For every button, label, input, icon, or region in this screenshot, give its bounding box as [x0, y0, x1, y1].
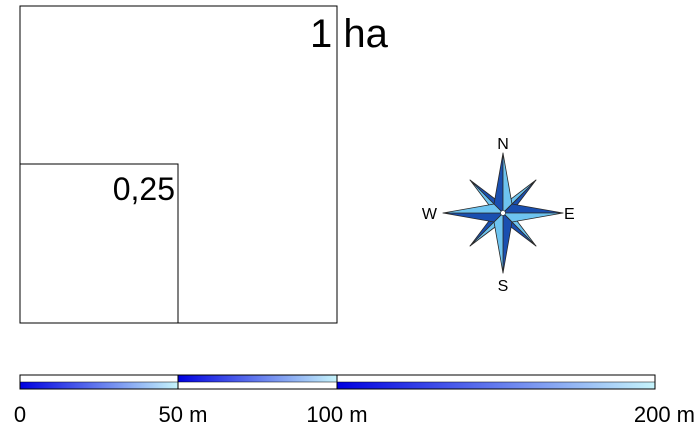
scalebar-segment-100-200-top: [337, 375, 655, 382]
scalebar-label-0: 0: [14, 402, 26, 427]
scalebar-segment-0-50-top: [20, 375, 178, 382]
compass-north-label: N: [497, 136, 509, 153]
scalebar-segment-0-50-bottom: [20, 382, 178, 389]
one-hectare-label: 1 ha: [310, 12, 389, 56]
compass-east-label: E: [564, 206, 575, 223]
quarter-hectare-label: 0,25: [113, 171, 175, 207]
compass-south-label: S: [498, 278, 509, 295]
quarter-hectare-square: [19, 163, 179, 324]
scalebar-segment-50-100-bottom: [178, 382, 337, 389]
scalebar-segment-100-200-bottom: [337, 382, 655, 389]
scalebar-label-200: 200 m: [634, 402, 695, 427]
scalebar-label-50: 50 m: [159, 402, 208, 427]
scalebar-segment-50-100-top: [178, 375, 337, 382]
scalebar-label-100: 100 m: [306, 402, 367, 427]
compass-rose-icon: [442, 152, 564, 274]
scale-bar: [19, 374, 656, 390]
compass-west-label: W: [422, 206, 438, 223]
